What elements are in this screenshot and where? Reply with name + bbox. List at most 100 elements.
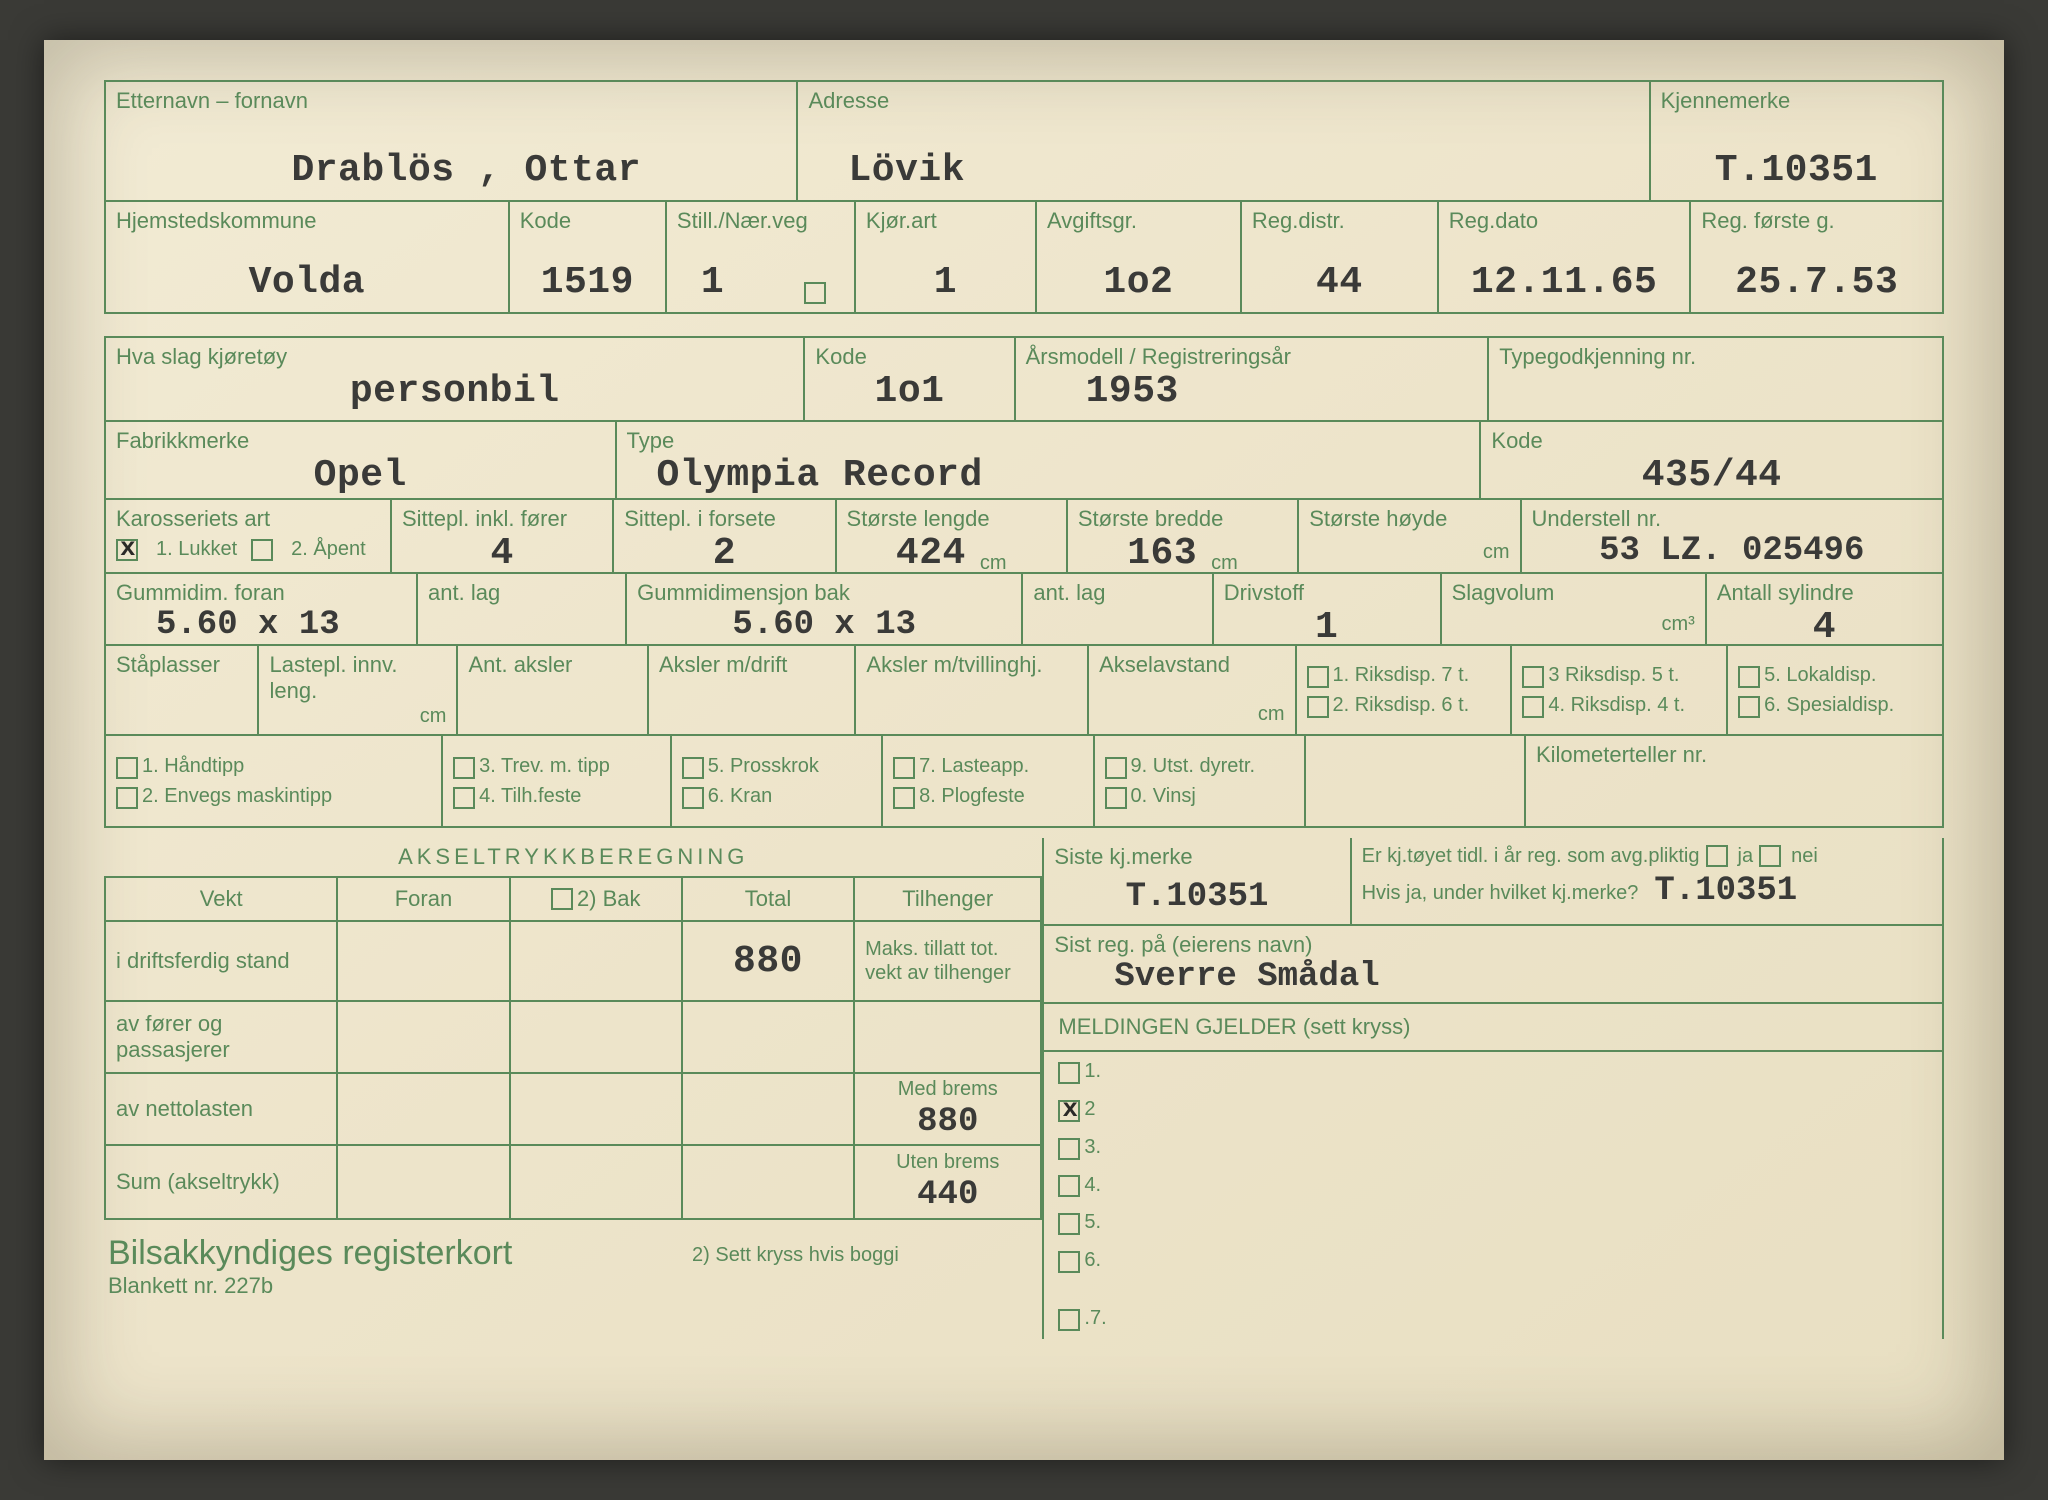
sitteplf-label: Sittepl. i forsete (624, 506, 824, 532)
opt1-label: 1. Håndtipp (142, 755, 244, 777)
kode2-label: Kode (815, 344, 1003, 370)
cm-unit: cm (1483, 541, 1510, 564)
opt5-label: 5. Prosskrok (708, 755, 819, 777)
opt5-checkbox (682, 757, 704, 779)
cm-unit: cm (1258, 703, 1285, 726)
sittepl-label: Sittepl. inkl. fører (402, 506, 602, 532)
antlagb-label: ant. lag (1033, 580, 1201, 606)
kjennemerke-value: T.10351 (1715, 149, 1878, 192)
etternavn-value: Drablös , Ottar (291, 149, 641, 192)
lengde-label: Største lengde (847, 506, 1056, 532)
hoyde-label: Største høyde (1309, 506, 1509, 532)
cm3-unit: cm³ (1662, 613, 1695, 636)
vekt-header: Vekt (200, 886, 243, 912)
bak-checkbox (551, 888, 573, 910)
footer-note: 2) Sett kryss hvis boggi (692, 1244, 899, 1266)
lastepl-label: Lastepl. innv. leng. (269, 652, 446, 705)
opt6-checkbox (682, 787, 704, 809)
sylindre-value: 4 (1813, 606, 1836, 649)
riksdisp2-checkbox (1307, 696, 1329, 718)
akslerdrift-label: Aksler m/drift (659, 652, 844, 678)
karosseri-opt1: 1. Lukket (156, 538, 237, 561)
siste-value: T.10351 (1126, 878, 1269, 916)
opt7-checkbox (893, 757, 915, 779)
bredde-value: 163 (1127, 532, 1197, 575)
hjemsted-label: Hjemstedskommune (116, 208, 498, 234)
aksel-title: AKSELTRYKKBEREGNING (398, 844, 748, 869)
header-block: Etternavn – fornavn Drablös , Ottar Adre… (104, 80, 1944, 314)
registration-card: Etternavn – fornavn Drablös , Ottar Adre… (44, 40, 2004, 1460)
riksdisp4-label: 4. Riksdisp. 4 t. (1548, 694, 1685, 716)
lengde-value: 424 (896, 532, 966, 575)
hvis-value: T.10351 (1654, 872, 1797, 910)
kjorart-value: 1 (934, 261, 957, 304)
riksdisp2-label: 2. Riksdisp. 6 t. (1333, 694, 1470, 716)
gummif-value: 5.60 x 13 (156, 606, 340, 644)
opt9-label: 9. Utst. dyretr. (1131, 755, 1255, 777)
aksel-block: AKSELTRYKKBEREGNING Vekt Foran 2) Bak To… (104, 838, 1042, 1339)
nei-checkbox (1759, 845, 1781, 867)
sylindre-label: Antall sylindre (1717, 580, 1932, 606)
opt4-checkbox (453, 787, 475, 809)
kode2-value: 1o1 (875, 370, 945, 413)
slagvolum-label: Slagvolum (1452, 580, 1695, 606)
bak-header: 2) Bak (577, 886, 641, 912)
opt8-checkbox (893, 787, 915, 809)
opt3-label: 3. Trev. m. tipp (479, 755, 610, 777)
m5-label: 5. (1084, 1211, 1101, 1233)
m7-checkbox (1058, 1309, 1080, 1331)
sittepl-value: 4 (490, 532, 513, 575)
forerpass-label: av fører og passasjerer (116, 1011, 326, 1064)
gummib-value: 5.60 x 13 (732, 606, 916, 644)
avgift-label: Avgiftsgr. (1047, 208, 1230, 234)
type-value: Olympia Record (657, 454, 983, 497)
antlagf-label: ant. lag (428, 580, 615, 606)
hvis-label: Hvis ja, under hvilket kj.merke? (1362, 881, 1639, 905)
sistreg-value: Sverre Smådal (1114, 958, 1379, 996)
still-value: 1 (701, 261, 724, 304)
total-header: Total (745, 886, 791, 912)
regdistr-value: 44 (1316, 261, 1363, 304)
regforste-label: Reg. første g. (1701, 208, 1932, 234)
sitteplf-value: 2 (713, 532, 736, 575)
gummif-label: Gummidim. foran (116, 580, 406, 606)
opt3-checkbox (453, 757, 475, 779)
driftsferdig-total: 880 (733, 940, 803, 983)
riksdisp3-label: 3 Riksdisp. 5 t. (1548, 664, 1679, 686)
adresse-value: Lövik (848, 149, 965, 192)
drivstoff-label: Drivstoff (1224, 580, 1430, 606)
opt6-label: 6. Kran (708, 785, 772, 807)
kode3-value: 435/44 (1642, 454, 1782, 497)
utenbrems-value: 440 (917, 1176, 978, 1214)
riksdisp3-checkbox (1522, 666, 1544, 688)
driftsferdig-label: i driftsferdig stand (116, 948, 290, 974)
m7-label: .7. (1084, 1307, 1106, 1329)
siste-label: Siste kj.merke (1054, 844, 1339, 870)
sum-label: Sum (akseltrykk) (116, 1169, 280, 1195)
opt0-checkbox (1105, 787, 1127, 809)
etternavn-label: Etternavn – fornavn (116, 88, 786, 114)
opt7-label: 7. Lasteapp. (919, 755, 1029, 777)
cm-unit: cm (980, 552, 1007, 575)
avgift-value: 1o2 (1103, 261, 1173, 304)
regdato-value: 12.11.65 (1471, 261, 1657, 304)
m4-label: 4. (1084, 1174, 1101, 1196)
cm-unit: cm (1211, 552, 1238, 575)
kode3-label: Kode (1491, 428, 1932, 454)
kmteller-label: Kilometerteller nr. (1536, 742, 1932, 768)
m3-label: 3. (1084, 1136, 1101, 1158)
still-label: Still./Nær.veg (677, 208, 844, 234)
kode-value: 1519 (541, 261, 634, 304)
m6-checkbox (1058, 1251, 1080, 1273)
m1-label: 1. (1084, 1060, 1101, 1082)
adresse-label: Adresse (808, 88, 1638, 114)
karosseri-apent-checkbox (251, 539, 273, 561)
opt1-checkbox (116, 757, 138, 779)
karosseri-label: Karosseriets art (116, 506, 380, 532)
nettolast-label: av nettolasten (116, 1096, 253, 1122)
staplasser-label: Ståplasser (116, 652, 247, 678)
akselavstand-label: Akselavstand (1099, 652, 1284, 678)
medbrems-value: 880 (917, 1103, 978, 1141)
typegk-label: Typegodkjenning nr. (1499, 344, 1932, 370)
regforste-value: 25.7.53 (1735, 261, 1898, 304)
